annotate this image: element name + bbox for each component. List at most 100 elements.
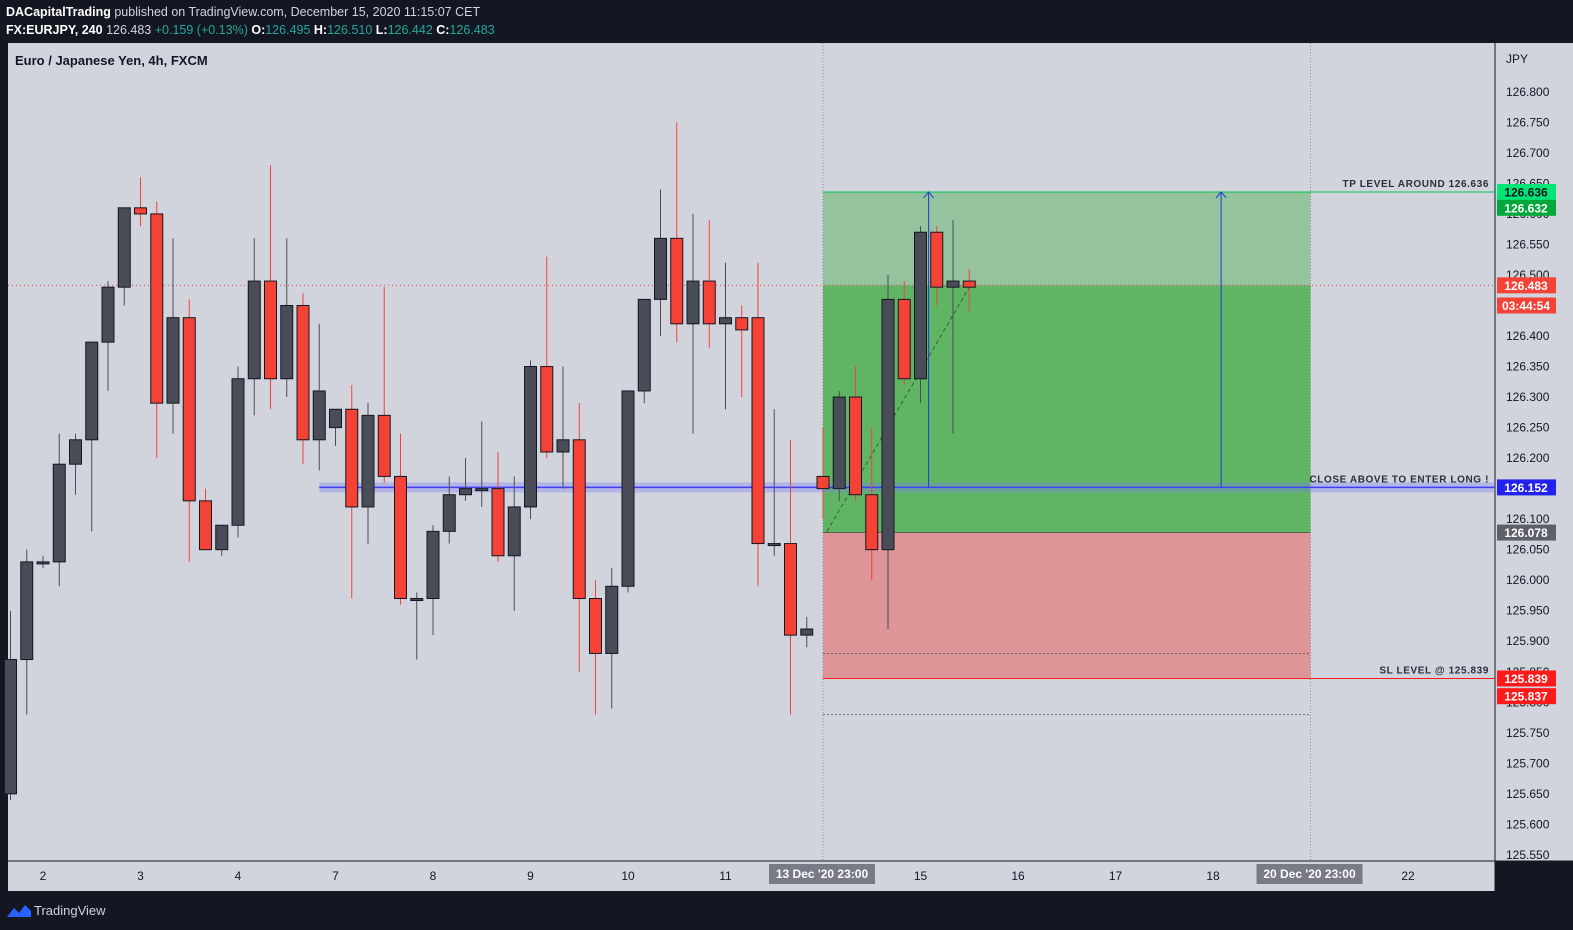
y-tick-label: 126.800 [1506, 85, 1550, 99]
price-tag-label: 03:44:54 [1502, 299, 1550, 313]
candle-body [296, 304, 310, 441]
candle-body [426, 530, 440, 600]
time-tag [769, 864, 875, 884]
y-tick-label: 125.950 [1506, 604, 1550, 618]
profit-zone-filled [823, 285, 1311, 533]
y-tick-label: 126.750 [1506, 115, 1550, 129]
high-label: H: [313, 23, 328, 37]
price-tag-label: 125.837 [1504, 690, 1548, 704]
price-tag-label: 125.839 [1504, 672, 1548, 686]
candle-body [832, 396, 846, 490]
candle-body [442, 494, 456, 532]
price-tag [1497, 297, 1556, 314]
candle-body [377, 414, 391, 477]
price-tag-label: 126.483 [1504, 279, 1548, 293]
x-tick-label: 3 [137, 869, 144, 883]
candle-body [134, 207, 147, 215]
trend-dashed-line [826, 286, 970, 532]
open-value: 126.495 [265, 23, 311, 37]
y-axis-unit: JPY [1506, 52, 1528, 66]
publisher-name[interactable]: DACapitalTrading [6, 5, 111, 19]
symbol-label: FX:EURJPY, 240 [6, 23, 103, 37]
price-tag [1497, 199, 1556, 216]
target-arrow-head [923, 191, 935, 199]
y-tick-label: 126.250 [1506, 421, 1550, 435]
candle-body [459, 488, 472, 496]
candle-body [182, 317, 196, 502]
candle-body [4, 659, 17, 795]
candle-body [312, 390, 326, 441]
entry-trigger-label: CLOSE ABOVE TO ENTER LONG ! [1309, 474, 1489, 485]
candle-body [767, 543, 781, 547]
candle-body [264, 280, 277, 380]
price-tag [1497, 183, 1556, 200]
y-tick-label: 126.700 [1506, 146, 1550, 160]
candle-body [215, 524, 229, 551]
loss-zone [823, 532, 1311, 679]
x-tick-label: 18 [1206, 869, 1220, 883]
x-tick-label: 16 [1011, 869, 1025, 883]
x-tick-label: 15 [914, 869, 928, 883]
open-label: O: [251, 23, 266, 37]
x-tick-label: 2 [40, 869, 47, 883]
profit-zone-upper [823, 191, 1311, 286]
ohlc-bar: FX:EURJPY, 240 126.483 +0.159 (+0.13%) O… [6, 23, 495, 37]
candle-body [36, 561, 50, 565]
price-tag [1497, 688, 1556, 705]
x-tick-label: 8 [430, 869, 437, 883]
y-tick-label: 126.300 [1506, 390, 1550, 404]
candle-body [101, 286, 115, 343]
price-chart[interactable]: CLOSE ABOVE TO ENTER LONG ! TP LEVEL AROU… [0, 43, 1573, 891]
close-label: C: [436, 23, 450, 37]
price-tag-label: 126.152 [1504, 481, 1548, 495]
tradingview-logo-icon[interactable] [6, 902, 32, 920]
candle-body [20, 561, 34, 661]
candle-body [69, 439, 82, 465]
candle-body [589, 598, 602, 654]
price-tag [1497, 670, 1556, 687]
x-tick-label: 11 [719, 869, 732, 883]
y-tick-label: 126.550 [1506, 237, 1550, 251]
y-tick-label: 125.600 [1506, 817, 1550, 831]
price-tag-label: 126.632 [1504, 201, 1548, 215]
price-tag [1497, 479, 1556, 496]
candle-body [280, 304, 294, 380]
tradingview-brand[interactable]: TradingView [34, 903, 106, 918]
time-axis [8, 861, 1495, 891]
candle-body [507, 506, 521, 557]
close-value: 126.483 [449, 23, 495, 37]
x-tick-label: 17 [1109, 869, 1123, 883]
target-arrow-head [1215, 191, 1227, 199]
candle-body [719, 317, 732, 325]
candle-body [361, 414, 375, 508]
take-profit-label: TP LEVEL AROUND 126.636 [1343, 179, 1489, 190]
candle-body [475, 488, 489, 492]
time-tag-label: 13 Dec '20 23:00 [776, 867, 869, 881]
y-tick-label: 126.050 [1506, 543, 1550, 557]
high-value: 126.510 [327, 23, 373, 37]
candle-body [914, 231, 927, 380]
candle-body [117, 207, 131, 288]
x-tick-label: 9 [527, 869, 534, 883]
y-tick-label: 125.700 [1506, 756, 1550, 770]
y-tick-label: 125.550 [1506, 848, 1550, 862]
y-tick-label: 125.750 [1506, 726, 1550, 740]
x-tick-label: 7 [332, 869, 339, 883]
candle-body [816, 475, 830, 490]
y-tick-label: 125.900 [1506, 634, 1550, 648]
candle-body [897, 298, 911, 380]
y-tick-label: 126.400 [1506, 329, 1550, 343]
price-change: +0.159 (+0.13%) [154, 23, 248, 37]
candle-body [784, 543, 797, 636]
candle-body [329, 408, 342, 429]
price-tag [1497, 277, 1556, 294]
candle-body [946, 280, 960, 288]
candle-body [654, 237, 667, 300]
candle-body [881, 298, 895, 551]
y-tick-label: 126.200 [1506, 451, 1550, 465]
candle-body [572, 439, 586, 600]
y-tick-label: 126.100 [1506, 512, 1550, 526]
candle-body [556, 439, 570, 453]
candle-body [962, 280, 976, 288]
candle-body [735, 317, 749, 331]
